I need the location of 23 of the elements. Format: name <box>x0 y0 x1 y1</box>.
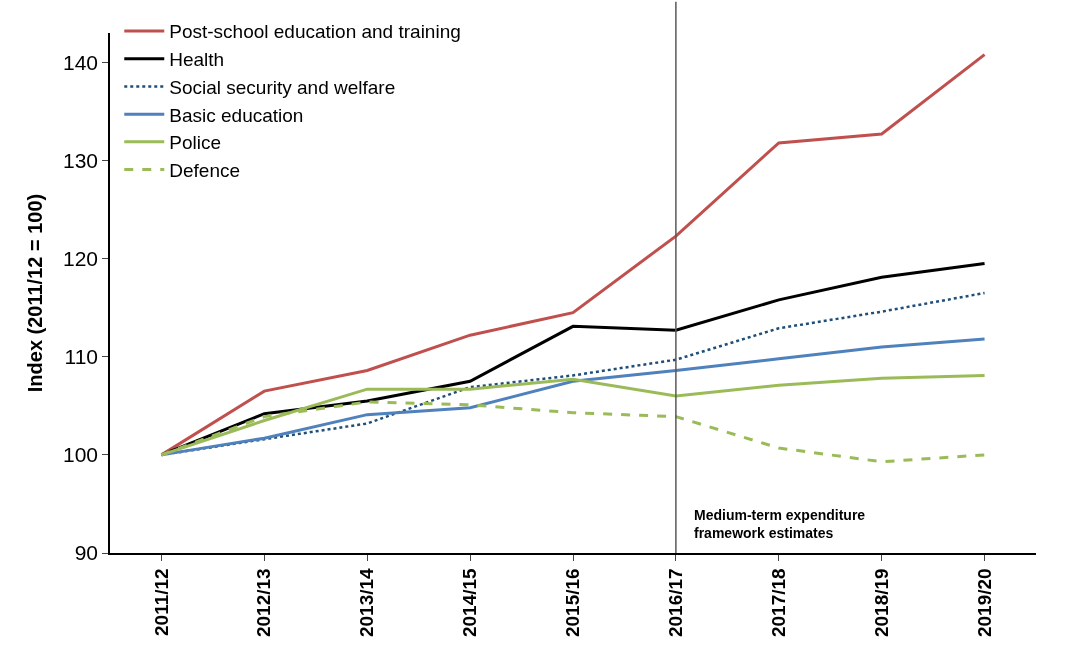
legend-label: Basic education <box>169 104 304 126</box>
x-tick-label: 2013/14 <box>356 567 378 638</box>
y-tick-label: 90 <box>74 541 99 565</box>
x-tick-label: 2016/17 <box>665 568 687 638</box>
x-tick-label: 2017/18 <box>767 568 789 638</box>
y-tick-label: 100 <box>63 443 99 467</box>
legend-label: Post-school education and training <box>169 21 461 43</box>
y-tick-label: 130 <box>63 148 99 172</box>
y-axis-title: Index (2011/12 = 100) <box>24 193 46 393</box>
x-tick-label: 2015/16 <box>562 568 584 638</box>
y-tick-label: 140 <box>63 50 99 74</box>
legend-label: Police <box>169 132 222 154</box>
legend-label: Defence <box>169 159 241 181</box>
legend-label: Health <box>169 49 225 71</box>
annotation: Medium-term expenditure framework estimates <box>694 507 866 542</box>
y-tick-label: 110 <box>64 345 99 369</box>
x-tick-label: 2011/12 <box>150 568 172 636</box>
legend-label: Social security and welfare <box>169 76 396 98</box>
x-tick-label: 2012/13 <box>253 568 275 638</box>
x-tick-label: 2019/20 <box>973 568 995 638</box>
x-tick-label: 2018/19 <box>870 568 892 638</box>
y-tick-label: 120 <box>63 247 99 271</box>
x-tick-label: 2014/15 <box>459 567 481 638</box>
